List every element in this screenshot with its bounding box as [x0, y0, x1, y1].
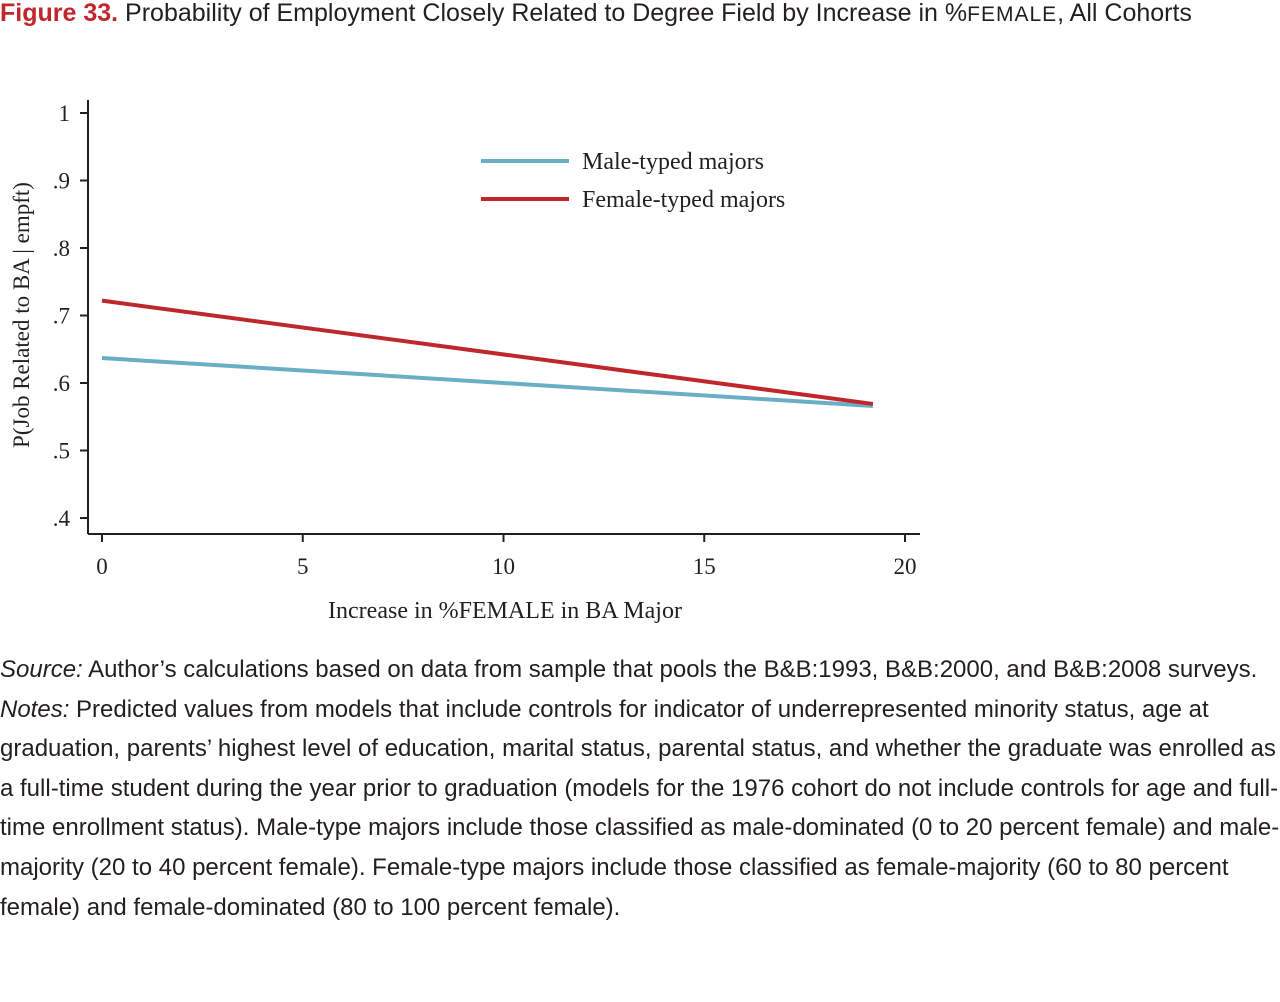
series-lines	[101, 298, 874, 408]
x-axis-ticks: 0 5 10 15 20	[96, 534, 917, 579]
figure-number: Figure 33.	[0, 0, 119, 27]
legend-label: Female-typed majors	[582, 187, 785, 213]
x-tick-label: 10	[492, 554, 515, 579]
figure-title-end: , All Cohorts	[1057, 0, 1192, 27]
legend: Male-typed majors Female-typed majors	[481, 149, 785, 213]
line-chart: .4 .5 .6 .7 .8 .9 1 0 5 10 15 20 Male-typed majors…	[9, 100, 920, 624]
y-tick-label: 1	[59, 101, 71, 126]
y-tick-label: .4	[53, 506, 71, 531]
x-axis-title: Increase in %FEMALE in BA Major	[328, 598, 682, 624]
notes-label: Notes:	[0, 695, 70, 723]
y-tick-label: .5	[53, 439, 70, 464]
source-notes: Source: Author’s calculations based on d…	[0, 650, 1280, 927]
y-axis-title: P(Job Related to BA | empft)	[9, 182, 34, 448]
figure-title-main: Probability of Employment Closely Relate…	[125, 0, 968, 27]
x-tick-label: 5	[297, 554, 309, 579]
y-tick-label: .9	[53, 169, 70, 194]
figure-caption: Figure 33. Probability of Employment Clo…	[0, 0, 1270, 34]
y-axis-ticks: .4 .5 .6 .7 .8 .9 1	[53, 101, 88, 531]
notes-text: Predicted values from models that includ…	[0, 695, 1280, 921]
y-tick-label: .6	[53, 371, 70, 396]
series-line	[101, 356, 874, 408]
x-tick-label: 15	[693, 554, 716, 579]
y-tick-label: .8	[53, 236, 70, 261]
y-tick-label: .7	[53, 304, 70, 329]
figure-title-smallcaps: FEMALE	[967, 3, 1058, 26]
source-label: Source:	[0, 656, 83, 683]
source-text: Author’s calculations based on data from…	[82, 656, 1258, 683]
x-tick-label: 20	[894, 554, 917, 579]
notes-paragraph: Notes: Predicted values from models that…	[0, 690, 1280, 928]
x-tick-label: 0	[96, 554, 108, 579]
legend-label: Male-typed majors	[582, 149, 764, 175]
source-paragraph: Source: Author’s calculations based on d…	[0, 650, 1280, 690]
series-line	[101, 298, 874, 406]
